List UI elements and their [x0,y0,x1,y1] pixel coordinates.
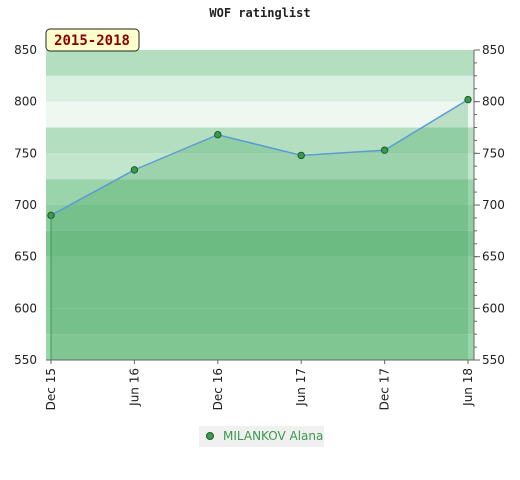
y-tick-label-left: 800 [14,95,37,109]
y-tick-label-left: 750 [14,146,37,160]
x-axis: Dec 15 Jun 16 Dec 16 Jun 17 Dec 17 Jun 18 [44,368,475,410]
x-tick-label: Jun 18 [461,368,475,407]
x-tick-label: Dec 15 [44,368,58,410]
y-tick-label-right: 700 [482,198,505,212]
data-point-3[interactable] [297,151,305,160]
x-tick-label: Dec 17 [378,368,392,410]
data-point-4[interactable] [380,146,389,154]
y-tick-label-right: 650 [482,250,505,264]
period-label: 2015-2018 [54,33,130,49]
series-line [50,98,469,216]
band-stripe [46,179,474,205]
band-stripe [46,205,474,231]
legend[interactable]: MILANKOV Alana [199,426,324,447]
band-stripe [46,282,474,309]
band-stripe [46,308,474,335]
band-stripe [46,101,474,128]
band-stripe [46,50,474,76]
y-tick-label-right: 800 [482,95,505,109]
band-stripe [46,127,474,154]
y-tick-label-right: 850 [482,43,505,57]
period-badge-box [45,28,140,52]
y-tick-label-left: 850 [14,43,37,57]
series-area [51,99,468,360]
y-axis-left: 550 600 650 700 750 800 850 [14,43,37,367]
chart-title: WOF ratinglist [209,6,310,20]
x-tick-label: Jun 17 [294,368,308,407]
data-point-5[interactable] [464,95,472,104]
band-stripe [46,75,474,102]
background-bands [46,50,474,360]
band-stripe [46,334,474,360]
x-tick-label: Jun 16 [127,368,141,407]
y-tick-label-left: 600 [14,301,37,315]
data-point-1[interactable] [130,166,139,174]
data-point-2[interactable] [214,131,222,139]
band-stripe [46,230,474,257]
band-stripe [46,153,474,180]
y-tick-label-right: 600 [482,301,505,315]
y-axis-right: 550 600 650 700 750 800 850 [482,43,505,367]
y-tick-label-left: 650 [14,250,37,264]
y-tick-label-right: 750 [482,146,505,160]
axes [46,49,480,364]
y-tick-label-left: 700 [14,198,37,212]
band-stripe [46,256,474,283]
legend-box [199,426,324,447]
legend-series-name[interactable]: MILANKOV Alana [223,429,323,443]
x-tick-label: Dec 16 [211,368,225,410]
legend-marker-icon [206,432,214,440]
y-tick-label-right: 550 [482,353,505,367]
period-badge: 2015-2018 [45,28,140,52]
y-tick-label-left: 550 [14,353,37,367]
